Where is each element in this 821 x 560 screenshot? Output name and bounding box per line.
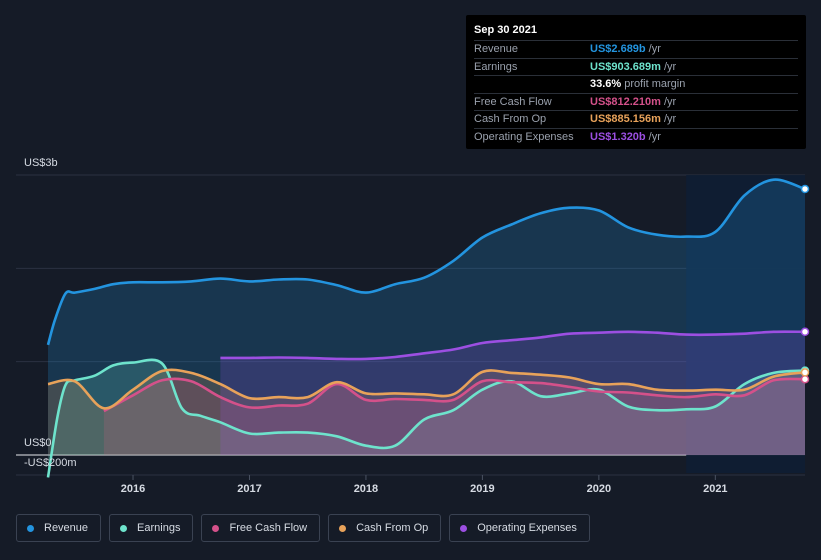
tooltip-row-label: Revenue [474,43,519,55]
x-tick-label: 2018 [354,483,378,495]
tooltip-row-value: 33.6% [590,78,622,91]
legend-item-label: Free Cash Flow [229,522,308,534]
tooltip-row-label [474,76,590,93]
free-cash-flow-end-marker [800,374,810,384]
legend-dot-icon [120,524,128,532]
operating-expenses-area [220,331,805,455]
tooltip-row-value: US$2.689b [590,43,646,55]
legend-item-label: Revenue [44,522,89,534]
revenue-end-marker [800,184,810,194]
legend-dot-icon [339,524,347,532]
tooltip-row-label: Operating Expenses [474,130,574,143]
tooltip-rows: Revenue US$2.689b/yr Earnings US$903.689m/y… [474,41,798,146]
x-tick-label: 2020 [587,483,611,495]
series-end-markers [800,184,810,384]
legend-dot-icon [212,524,220,532]
tooltip-date: Sep 30 2021 [474,23,798,41]
tooltip-row-unit: /yr [663,60,677,73]
tooltip-row: Cash From Op US$885.156m/yr [474,111,798,129]
earnings-line [46,358,806,478]
tooltip-row-value: US$885.156m [590,113,661,126]
tooltip-row-unit: /yr [663,95,677,108]
tooltip-row-value: US$903.689m [590,60,661,73]
x-tick-label: 2016 [121,483,145,495]
tooltip-row-value: US$1.320b [590,130,646,143]
legend-item-label: Operating Expenses [477,522,577,534]
legend-item-free-cash-flow[interactable]: Free Cash Flow [201,514,321,542]
legend-item-label: Cash From Op [356,522,429,534]
operating-expenses-line [220,330,806,361]
legend-item-cash-from-op[interactable]: Cash From Op [328,514,442,542]
data-tooltip: Sep 30 2021 Revenue US$2.689b/yr Earnings U… [466,15,806,149]
y-axis-bottom-label: -US$200m [24,457,77,469]
x-tick-label: 2019 [470,483,494,495]
tooltip-row: 33.6% profit margin [474,76,798,94]
x-tick-label: 2017 [237,483,261,495]
series-areas [48,179,805,478]
revenue-area [48,179,805,455]
chart-legend: Revenue Earnings Free Cash Flow Cash From O… [16,514,590,542]
series-lines [46,178,806,478]
tooltip-row: Revenue US$2.689b/yr [474,41,798,59]
y-axis-top-label: US$3b [24,157,58,169]
tooltip-row-unit: profit margin [624,78,686,91]
free-cash-flow-area [103,378,805,455]
legend-item-operating-expenses[interactable]: Operating Expenses [449,514,590,542]
tooltip-row-label: Cash From Op [474,113,547,126]
cash-from-op-end-marker [800,368,810,377]
tooltip-row: Free Cash Flow US$812.210m/yr [474,94,798,112]
operating-expenses-end-marker [800,327,810,337]
tooltip-row: Earnings US$903.689m/yr [474,59,798,77]
tooltip-row-label: Free Cash Flow [474,95,552,108]
tooltip-row-value: US$812.210m [590,95,661,108]
tooltip-row: Operating Expenses US$1.320b/yr [474,129,798,146]
tooltip-row-unit: /yr [648,43,661,55]
grid-lines [16,174,805,476]
chart-canvas: US$3b US$0 -US$200m 2016 2017 2018 2019 2020… [16,157,810,495]
legend-item-label: Earnings [137,522,181,534]
tooltip-row-unit: /yr [663,113,677,126]
x-tick-label: 2021 [703,483,727,495]
legend-dot-icon [460,524,468,532]
forecast-highlight-region [686,175,805,473]
tooltip-row-label: Earnings [474,60,518,73]
tooltip-row-unit: /yr [648,130,661,143]
x-axis-ticks: 2016 2017 2018 2019 2020 2021 [121,475,728,495]
revenue-line [46,178,806,346]
legend-dot-icon [27,524,34,532]
legend-item-revenue[interactable]: Revenue [16,514,102,542]
y-axis-zero-label: US$0 [24,437,52,449]
cash-from-op-line [47,368,806,410]
free-cash-flow-line [103,377,806,413]
legend-item-earnings[interactable]: Earnings [109,514,194,542]
